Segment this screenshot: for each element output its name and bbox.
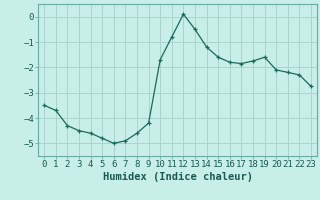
X-axis label: Humidex (Indice chaleur): Humidex (Indice chaleur) [103, 172, 252, 182]
